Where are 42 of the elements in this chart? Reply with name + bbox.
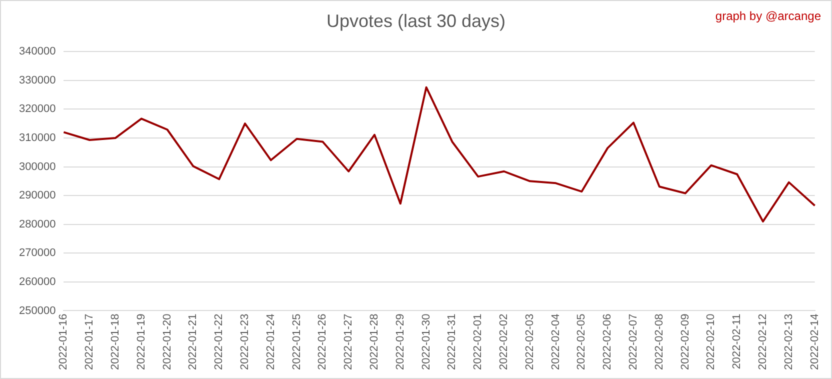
x-tick-label: 2022-01-17 xyxy=(84,314,96,370)
y-tick-label: 310000 xyxy=(18,132,56,144)
x-tick-label: 2022-02-13 xyxy=(782,314,795,370)
x-tick-label: 2022-01-16 xyxy=(58,314,70,370)
x-tick-label: 2022-01-28 xyxy=(368,314,381,370)
y-tick-label: 280000 xyxy=(18,218,56,230)
x-tick-label: 2022-02-05 xyxy=(576,314,588,370)
y-tick-label: 320000 xyxy=(18,103,56,116)
x-tick-label: 2022-01-22 xyxy=(213,314,226,370)
chart-title: Upvotes (last 30 days) xyxy=(326,11,506,31)
x-tick-label: 2022-01-23 xyxy=(239,314,252,370)
x-tick-label: 2022-01-24 xyxy=(264,314,277,370)
y-tick-label: 330000 xyxy=(18,74,56,86)
x-tick-label: 2022-02-07 xyxy=(628,314,640,370)
x-tick-label: 2022-01-21 xyxy=(187,314,200,370)
x-tick-label: 2022-02-09 xyxy=(679,314,692,370)
x-tick-label: 2022-01-25 xyxy=(290,314,303,370)
text: graph by @arcange xyxy=(715,9,821,23)
x-tick-label: 2022-02-12 xyxy=(757,314,770,370)
y-tick-label: 290000 xyxy=(18,190,56,202)
x-tick-label: 2022-02-10 xyxy=(705,314,718,370)
x-tick-label: 2022-01-26 xyxy=(316,314,329,370)
x-tick-label: 2022-02-14 xyxy=(808,314,821,370)
x-tick-label: 2022-01-20 xyxy=(161,314,174,370)
y-tick-label: 340000 xyxy=(18,46,56,58)
x-tick-label: 2022-01-27 xyxy=(342,314,355,370)
y-tick-label: 300000 xyxy=(18,160,56,173)
x-tick-label: 2022-01-19 xyxy=(135,314,148,370)
x-tick-label: 2022-01-30 xyxy=(420,314,432,370)
y-tick-label: 250000 xyxy=(18,304,56,317)
x-tick-label: 2022-01-29 xyxy=(394,314,406,370)
x-tick-label: 2022-01-31 xyxy=(446,314,458,370)
x-tick-label: 2022-02-04 xyxy=(550,314,562,370)
y-tick-label: 260000 xyxy=(18,276,56,288)
x-tick-label: 2022-02-06 xyxy=(602,314,614,370)
y-tick-label: 270000 xyxy=(18,247,56,260)
x-tick-label: 2022-02-03 xyxy=(524,314,536,370)
x-tick-label: 2022-01-18 xyxy=(110,314,122,370)
x-tick-label: 2022-02-11 xyxy=(731,314,744,370)
x-tick-label: 2022-02-08 xyxy=(653,314,666,370)
x-tick-label: 2022-02-01 xyxy=(472,314,484,370)
x-tick-label: 2022-02-02 xyxy=(498,314,510,370)
